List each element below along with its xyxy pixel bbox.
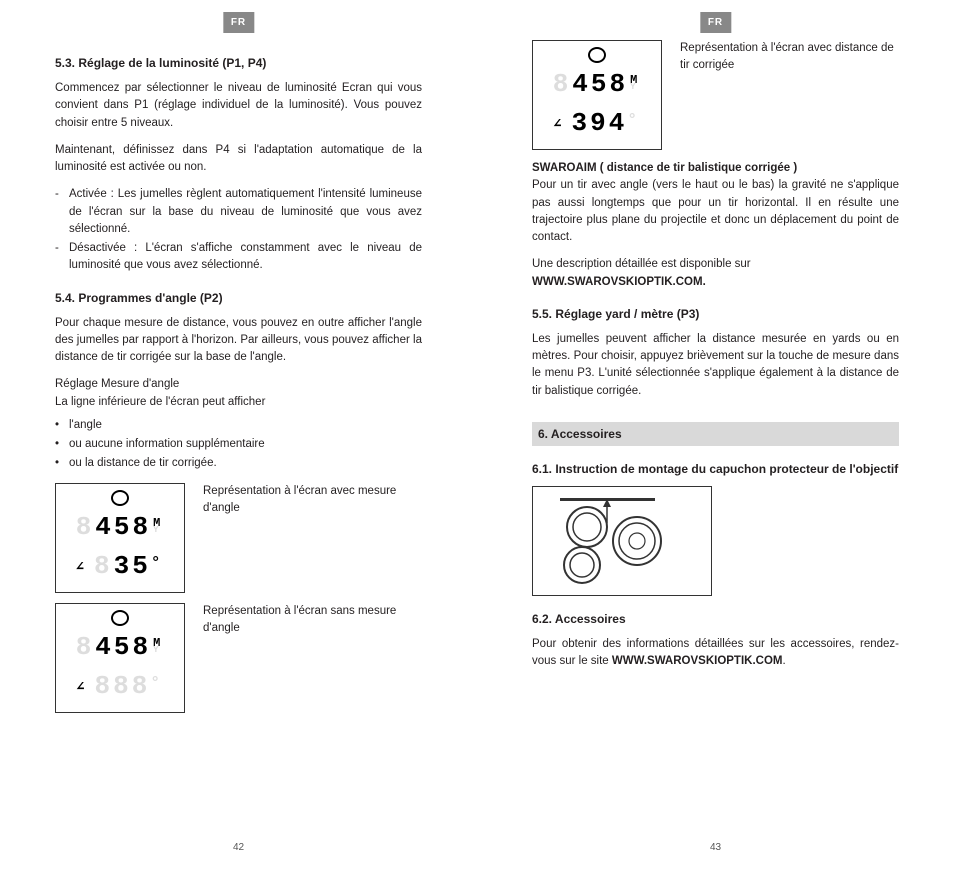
figure-lcd-corrected: 8458MY ∠394° Représentation à l'écran av… xyxy=(532,40,899,150)
list-item: ou la distance de tir corrigée. xyxy=(55,455,422,472)
lcd-display: 8458MY ∠888° xyxy=(55,603,185,713)
heading-5-3: 5.3. Réglage de la luminosité (P1, P4) xyxy=(55,54,422,72)
figure-caption: Représentation à l'écran sans mesure d'a… xyxy=(203,603,422,638)
url-text: WWW.SWAROVSKIOPTIK.COM xyxy=(612,655,783,667)
lcd-corrected-line: ∠394° xyxy=(553,104,641,143)
heading-swaroaim: SWAROAIM ( distance de tir balistique co… xyxy=(532,160,899,177)
url-text: WWW.SWAROVSKIOPTIK.COM. xyxy=(532,274,899,291)
target-circle-icon xyxy=(588,47,606,63)
list-item: l'angle xyxy=(55,417,422,434)
list-item: Désactivée : L'écran s'affiche constamme… xyxy=(55,240,422,275)
heading-6-2: 6.2. Accessoires xyxy=(532,610,899,628)
heading-6-1: 6.1. Instruction de montage du capuchon … xyxy=(532,460,899,478)
lang-tag: FR xyxy=(223,12,254,33)
paragraph: Pour chaque mesure de distance, vous pou… xyxy=(55,315,422,367)
paragraph: Pour obtenir des informations détaillées… xyxy=(532,636,899,671)
paragraph: La ligne inférieure de l'écran peut affi… xyxy=(55,394,422,411)
figure-mount-diagram xyxy=(532,486,712,596)
page-number: 43 xyxy=(477,840,954,855)
lcd-display: 8458MY ∠394° xyxy=(532,40,662,150)
lang-tag: FR xyxy=(700,12,731,33)
target-circle-icon xyxy=(111,490,129,506)
paragraph: Les jumelles peuvent afficher la distanc… xyxy=(532,331,899,400)
page-left: FR 5.3. Réglage de la luminosité (P1, P4… xyxy=(0,0,477,875)
paragraph: Pour un tir avec angle (vers le haut ou … xyxy=(532,177,899,246)
list-item: Activée : Les jumelles règlent automatiq… xyxy=(55,186,422,238)
mount-diagram-icon xyxy=(542,493,702,588)
figure-lcd-noangle: 8458MY ∠888° Représentation à l'écran sa… xyxy=(55,603,422,713)
lcd-display: 8458MY ∠835° xyxy=(55,483,185,593)
heading-5-5: 5.5. Réglage yard / mètre (P3) xyxy=(532,305,899,323)
paragraph: Maintenant, définissez dans P4 si l'adap… xyxy=(55,142,422,177)
list-item: ou aucune information supplémentaire xyxy=(55,436,422,453)
section-bar-6: 6. Accessoires xyxy=(532,422,899,446)
list: Activée : Les jumelles règlent automatiq… xyxy=(55,186,422,274)
lcd-distance-line: 8458MY xyxy=(76,508,165,547)
paragraph: Commencez par sélectionner le niveau de … xyxy=(55,80,422,132)
paragraph: Réglage Mesure d'angle xyxy=(55,376,422,393)
lcd-angle-line: ∠888° xyxy=(76,667,164,706)
page-number: 42 xyxy=(0,840,477,855)
figure-caption: Représentation à l'écran avec mesure d'a… xyxy=(203,483,422,518)
page-right: FR 8458MY ∠394° Représentation à l'écran… xyxy=(477,0,954,875)
paragraph: Une description détaillée est disponible… xyxy=(532,256,899,273)
list: l'angle ou aucune information supplément… xyxy=(55,417,422,473)
figure-lcd-angle: 8458MY ∠835° Représentation à l'écran av… xyxy=(55,483,422,593)
lcd-distance-line: 8458MY xyxy=(553,65,642,104)
lcd-angle-line: ∠835° xyxy=(76,547,165,586)
target-circle-icon xyxy=(111,610,129,626)
heading-5-4: 5.4. Programmes d'angle (P2) xyxy=(55,289,422,307)
figure-caption: Représentation à l'écran avec distance d… xyxy=(680,40,899,75)
lcd-distance-line: 8458MY xyxy=(76,628,165,667)
